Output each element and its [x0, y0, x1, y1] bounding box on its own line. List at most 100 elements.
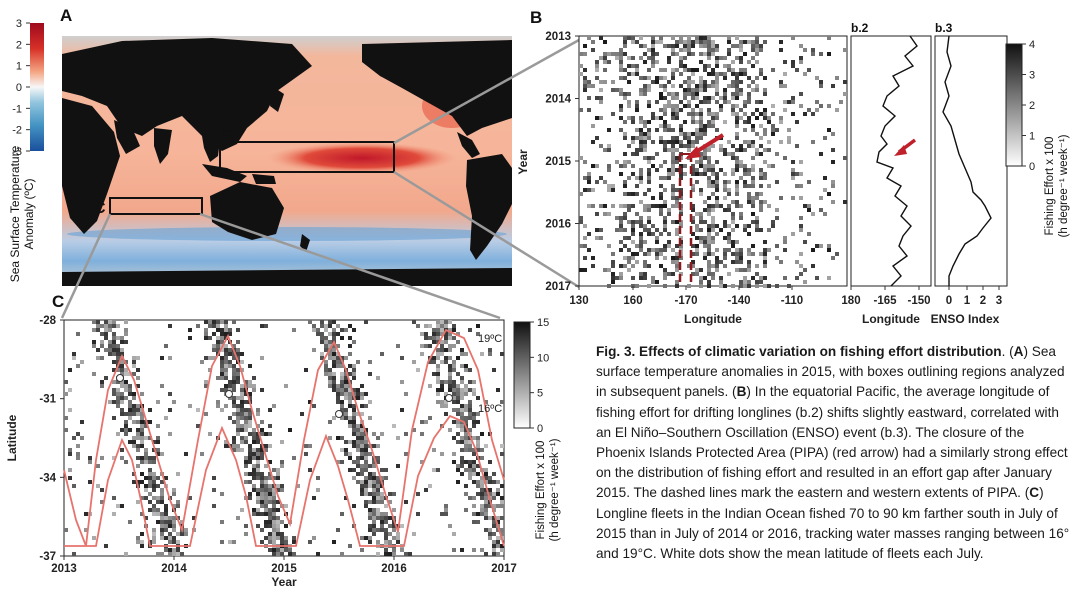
c-heat-cell — [236, 516, 240, 520]
b-heat-cell — [759, 44, 763, 48]
c-heat-cell — [500, 500, 504, 504]
c-heat-cell — [156, 520, 160, 524]
b-heat-cell — [759, 72, 763, 76]
c-heat-cell — [72, 436, 76, 440]
c-colorbar-tick-label: 10 — [537, 352, 549, 364]
sst-tick-label: 0 — [16, 82, 22, 94]
b-heat-cell — [807, 108, 811, 112]
b-heat-cell — [699, 88, 703, 92]
b-heat-cell — [727, 152, 731, 156]
c-heat-cell — [240, 428, 244, 432]
b-heat-cell — [675, 116, 679, 120]
b-heat-cell — [731, 44, 735, 48]
b-heat-cell — [599, 88, 603, 92]
b-heat-cell — [683, 104, 687, 108]
c-heat-cell — [300, 412, 304, 416]
b-heat-cell — [699, 228, 703, 232]
b-heat-cell — [643, 44, 647, 48]
c-heat-cell — [248, 384, 252, 388]
c-x-tick-label: 2016 — [381, 563, 407, 575]
b-heat-cell — [699, 124, 703, 128]
b-heat-cell — [687, 80, 691, 84]
c-heat-cell — [92, 536, 96, 540]
c-heat-cell — [444, 320, 448, 324]
b-heat-cell — [647, 48, 651, 52]
c-heat-cell — [120, 372, 124, 376]
c-heat-cell — [100, 332, 104, 336]
b-heat-cell — [827, 52, 831, 56]
c-heat-cell — [272, 540, 276, 544]
c-heat-cell — [456, 480, 460, 484]
b-heat-cell — [627, 116, 631, 120]
c-heat-cell — [292, 540, 296, 544]
connector-c-left — [60, 213, 112, 319]
b-heat-cell — [699, 220, 703, 224]
c-heat-cell — [272, 516, 276, 520]
b-heat-cell — [631, 136, 635, 140]
c-heat-cell — [444, 348, 448, 352]
c-heat-cell — [444, 400, 448, 404]
b-heat-cell — [727, 40, 731, 44]
c-heat-cell — [368, 480, 372, 484]
b-heat-cell — [727, 188, 731, 192]
c-heat-cell — [256, 488, 260, 492]
c-heat-cell — [376, 480, 380, 484]
c-heat-cell — [460, 440, 464, 444]
b-heat-cell — [619, 48, 623, 52]
b-heat-cell — [751, 128, 755, 132]
c-heat-cell — [220, 332, 224, 336]
b-heat-cell — [783, 248, 787, 252]
c-heat-cell — [356, 444, 360, 448]
b3-frame — [934, 35, 1008, 287]
b-y-tick-label: 2014 — [545, 94, 571, 106]
b-heat-cell — [715, 84, 719, 88]
b-heat-cell — [599, 144, 603, 148]
c-heat-cell — [256, 496, 260, 500]
c-heat-cell — [228, 328, 232, 332]
b-heat-cell — [615, 276, 619, 280]
isotherm-label-19c: 19ºC — [478, 333, 502, 345]
land-india — [154, 128, 172, 164]
b-heat-cell — [675, 104, 679, 108]
c-heat-cell — [452, 396, 456, 400]
b-heat-cell — [619, 68, 623, 72]
b-heat-cell — [651, 80, 655, 84]
c-heat-cell — [172, 400, 176, 404]
c-heat-cell — [124, 460, 128, 464]
b-heat-cell — [819, 52, 823, 56]
c-heat-cell — [112, 400, 116, 404]
c-heat-cell — [284, 504, 288, 508]
b-heat-cell — [623, 136, 627, 140]
b-heat-cell — [735, 156, 739, 160]
c-heat-cell — [92, 320, 96, 324]
b-heat-cell — [643, 260, 647, 264]
b-heat-cell — [715, 196, 719, 200]
c-heat-cell — [348, 324, 352, 328]
c-heat-cell — [444, 336, 448, 340]
b-heat-cell — [647, 220, 651, 224]
b-heat-cell — [727, 248, 731, 252]
b-heat-cell — [731, 216, 735, 220]
c-heat-cell — [140, 496, 144, 500]
b-heat-cell — [671, 144, 675, 148]
c-heat-cell — [348, 420, 352, 424]
c-heat-cell — [432, 336, 436, 340]
b-heat-cell — [751, 40, 755, 44]
b-heat-cell — [743, 40, 747, 44]
c-heat-cell — [332, 348, 336, 352]
c-heat-cell — [484, 504, 488, 508]
b-heat-cell — [823, 212, 827, 216]
b-heat-cell — [831, 180, 835, 184]
b-heat-cell — [619, 240, 623, 244]
b-heat-cell — [663, 272, 667, 276]
c-heat-cell — [240, 436, 244, 440]
c-heat-cell — [324, 324, 328, 328]
b-heat-cell — [711, 276, 715, 280]
b-heat-cell — [683, 88, 687, 92]
c-heat-cell — [112, 332, 116, 336]
b-heat-cell — [675, 260, 679, 264]
b-heat-cell — [659, 136, 663, 140]
c-heat-cell — [72, 352, 76, 356]
b-heat-cell — [595, 68, 599, 72]
c-heat-cell — [464, 384, 468, 388]
